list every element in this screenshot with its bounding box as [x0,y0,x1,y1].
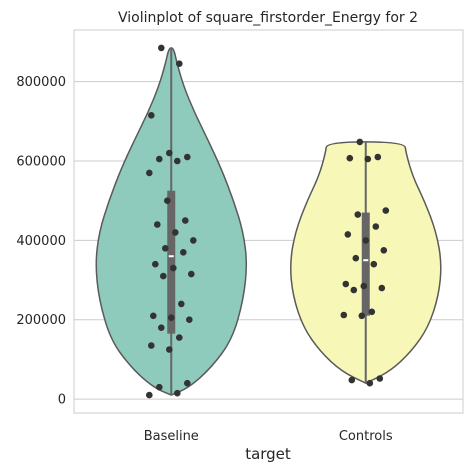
data-point [154,221,161,228]
data-point [162,245,169,252]
data-point [172,229,179,236]
data-point [146,169,153,177]
data-point [150,312,157,320]
chart-title: Violinplot of square_firstorder_Energy f… [118,10,418,26]
data-point [358,312,366,320]
data-point [370,260,378,268]
data-point [178,300,185,308]
data-point [378,284,386,292]
data-point [184,153,191,161]
data-point [382,207,390,214]
data-point [164,197,171,204]
y-tick-label: 0 [58,393,66,408]
data-point [374,153,382,161]
data-point [152,260,159,268]
data-point [350,286,358,294]
data-point [342,280,350,288]
data-point [180,249,187,256]
data-point [156,155,163,163]
y-tick-label: 800000 [16,75,66,90]
data-point [166,149,173,157]
y-axis: 0 200000 400000 600000 800000 [16,75,66,408]
data-point [166,346,173,353]
x-tick-label: Controls [339,429,393,444]
data-point [158,44,165,52]
median-marker [168,255,174,258]
data-point [168,314,175,322]
iqr-box [167,190,176,334]
data-point [182,217,189,224]
data-point [340,311,348,319]
data-point [146,391,153,399]
plot-frame [73,29,464,414]
data-point [158,324,165,332]
data-point [148,342,155,349]
iqr-box [361,212,370,316]
data-point [366,379,374,387]
x-axis: Baseline Controls [144,429,393,444]
data-point [360,282,368,290]
y-tick-label: 600000 [16,154,66,169]
data-point [380,247,388,254]
data-point [356,138,364,146]
data-point [372,223,380,230]
data-point [190,237,197,244]
data-point [176,60,183,67]
data-point [346,154,354,162]
median-marker [363,259,369,262]
data-point [188,270,195,278]
data-point [184,379,191,387]
data-point [376,375,384,382]
data-point [148,112,155,119]
y-tick-label: 200000 [16,313,66,328]
inner-boxes [167,47,370,396]
y-tick-label: 400000 [16,234,66,249]
data-point [174,389,181,397]
data-point [174,157,181,165]
data-point [362,237,370,244]
data-point [344,231,352,238]
x-tick-label: Baseline [144,429,199,444]
data-point [160,272,167,280]
data-point [176,334,183,341]
strip-points [146,44,390,399]
data-point [170,264,177,272]
data-point [186,316,193,324]
data-point [348,376,356,384]
data-point [354,211,362,218]
data-point [156,383,163,391]
data-point [364,155,372,163]
x-axis-label: target [245,445,291,463]
data-point [368,308,376,316]
data-point [352,254,360,262]
